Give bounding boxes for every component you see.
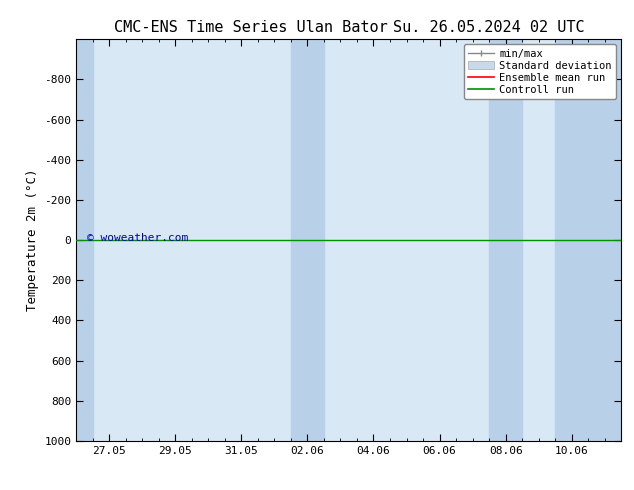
Y-axis label: Temperature 2m (°C): Temperature 2m (°C) [25,169,39,311]
Legend: min/max, Standard deviation, Ensemble mean run, Controll run: min/max, Standard deviation, Ensemble me… [464,45,616,99]
Text: Su. 26.05.2024 02 UTC: Su. 26.05.2024 02 UTC [393,20,585,35]
Bar [291,39,324,441]
Text: © woweather.com: © woweather.com [87,233,188,243]
Bar [489,39,522,441]
Bar [76,39,93,441]
Text: CMC-ENS Time Series Ulan Bator: CMC-ENS Time Series Ulan Bator [114,20,388,35]
Bar [555,39,621,441]
